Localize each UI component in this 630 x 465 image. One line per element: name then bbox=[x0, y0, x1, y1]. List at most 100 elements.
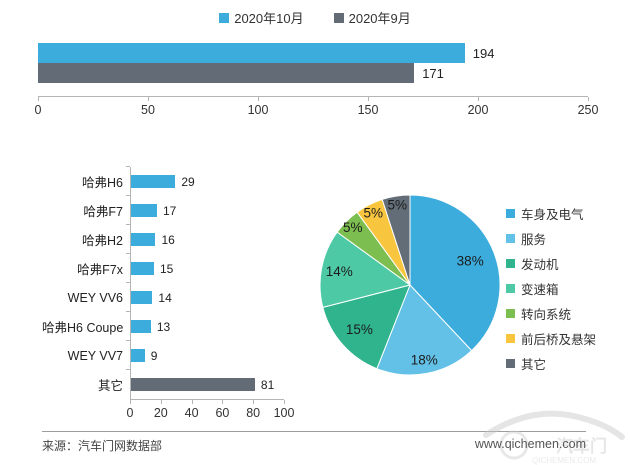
axis-tick bbox=[38, 97, 39, 101]
pie-slice bbox=[381, 194, 411, 286]
bar-value-label: 81 bbox=[260, 377, 275, 392]
bar-row: 其它 81 bbox=[42, 369, 284, 399]
axis-tick bbox=[368, 97, 369, 101]
bar-row: 171 bbox=[38, 63, 588, 83]
bar bbox=[131, 349, 145, 362]
bar bbox=[38, 63, 415, 83]
bar-zone: 81 bbox=[126, 369, 284, 399]
axis-tick bbox=[258, 97, 259, 101]
bar-zone: 13 bbox=[126, 311, 284, 341]
watermark-subtext: QICHEMEN.COM bbox=[532, 456, 596, 465]
category-label: WEY VV7 bbox=[67, 348, 123, 363]
bar-zone: 15 bbox=[126, 253, 284, 283]
legend-label: 转向系统 bbox=[521, 308, 572, 322]
axis-tick-label: 200 bbox=[467, 103, 489, 117]
bar-row: 哈弗H6 29 bbox=[42, 166, 284, 196]
monthly-bar-chart: 194 171 bbox=[38, 43, 588, 83]
category-label: 哈弗F7x bbox=[77, 263, 123, 277]
watermark-emblem-circle bbox=[499, 430, 529, 460]
bar bbox=[131, 262, 154, 275]
bar-value-label: 15 bbox=[159, 261, 174, 276]
category-label: 哈弗H6 bbox=[82, 176, 123, 190]
fault-category-pie-chart: 38%18%15%14%5%5%5% bbox=[319, 194, 501, 376]
legend-swatch bbox=[506, 259, 515, 268]
legend-item: 服务 bbox=[506, 226, 596, 251]
bar bbox=[38, 43, 465, 63]
pie-slice-label: 15% bbox=[346, 322, 373, 337]
axis-tick-label: 0 bbox=[34, 103, 42, 117]
pie-slice bbox=[409, 194, 501, 352]
bar-row: 哈弗F7 17 bbox=[42, 195, 284, 225]
bar-zone: 17 bbox=[126, 195, 284, 225]
pie-legend: 车身及电气 服务 发动机 变速箱 转向系统 前后桥及悬架 其它 bbox=[506, 201, 596, 376]
category-label: 哈弗H2 bbox=[82, 234, 123, 248]
axis-tick-label: 20 bbox=[153, 406, 168, 420]
category-label: 哈弗H6 Coupe bbox=[42, 321, 124, 335]
bar-zone: 16 bbox=[126, 224, 284, 254]
axis-tick bbox=[588, 97, 589, 101]
bar bbox=[131, 175, 176, 188]
bar-row: 194 bbox=[38, 43, 588, 63]
legend-swatch bbox=[506, 309, 515, 318]
bar-zone: 14 bbox=[126, 282, 284, 312]
axis-tick-label: 100 bbox=[247, 103, 269, 117]
legend-swatch bbox=[219, 12, 230, 23]
legend-swatch bbox=[506, 334, 515, 343]
legend-item: 发动机 bbox=[506, 251, 596, 276]
axis-tick-label: 250 bbox=[577, 103, 599, 117]
axis-tick-label: 100 bbox=[273, 406, 295, 420]
bar bbox=[131, 320, 151, 333]
axis-tick bbox=[130, 400, 131, 404]
legend-item: 2020年10月 bbox=[219, 8, 304, 27]
bar-row: 哈弗H2 16 bbox=[42, 224, 284, 254]
bar-zone: 29 bbox=[126, 166, 284, 196]
legend-item: 前后桥及悬架 bbox=[506, 326, 596, 351]
legend-label: 前后桥及悬架 bbox=[521, 333, 597, 347]
bar bbox=[131, 291, 153, 304]
axis-tick-label: 80 bbox=[246, 406, 261, 420]
legend-swatch bbox=[333, 12, 344, 23]
legend-label: 2020年9月 bbox=[348, 11, 411, 26]
bar-value-label: 14 bbox=[158, 290, 172, 305]
axis-tick-label: 50 bbox=[141, 103, 155, 117]
legend-swatch bbox=[506, 209, 515, 218]
pie-slice-label: 5% bbox=[388, 198, 408, 213]
axis-tick bbox=[222, 400, 224, 404]
pie-slice-label: 5% bbox=[363, 205, 383, 220]
bar-value-label: 16 bbox=[161, 232, 175, 247]
pie-slice-label: 38% bbox=[457, 254, 484, 269]
legend-swatch bbox=[506, 359, 515, 368]
source-note: 来源：汽车门网数据部 bbox=[42, 439, 163, 453]
bar-value-label: 29 bbox=[181, 174, 195, 189]
axis-tick-label: 60 bbox=[215, 406, 230, 420]
axis-tick bbox=[160, 400, 162, 404]
bar-value-label: 17 bbox=[163, 203, 177, 218]
bar-row: WEY VV6 14 bbox=[42, 282, 284, 312]
pie-slice bbox=[319, 231, 412, 308]
legend-label: 服务 bbox=[521, 233, 547, 247]
legend-item: 转向系统 bbox=[506, 301, 596, 326]
top-chart-legend: 2020年10月 2020年9月 bbox=[0, 8, 630, 27]
monthly-chart-x-axis: 0 50 100 150 200 250 bbox=[34, 96, 598, 117]
pie-slice-label: 14% bbox=[326, 264, 353, 279]
legend-item: 2020年9月 bbox=[333, 8, 411, 27]
bar-row: WEY VV7 9 bbox=[42, 340, 284, 370]
legend-label: 发动机 bbox=[521, 258, 559, 272]
legend-swatch bbox=[506, 284, 515, 293]
category-label: WEY VV6 bbox=[67, 290, 123, 305]
site-url: www.qichemen.com bbox=[474, 437, 586, 451]
bar-value-label: 13 bbox=[156, 319, 171, 334]
legend-label: 车身及电气 bbox=[521, 208, 584, 222]
model-chart-x-axis: 0 20 40 60 80 100 bbox=[126, 399, 294, 420]
bar bbox=[131, 233, 156, 246]
axis-tick bbox=[148, 97, 149, 101]
axis-tick-label: 0 bbox=[126, 406, 134, 420]
watermark-car-swoosh bbox=[483, 410, 625, 440]
qichemen-watermark-logo: 汽车门 QICHEMEN.COM bbox=[483, 410, 625, 465]
pie-slice-label: 5% bbox=[343, 220, 363, 235]
legend-label: 其它 bbox=[521, 358, 547, 372]
bar-value-label: 9 bbox=[150, 348, 158, 363]
pie-slice bbox=[376, 284, 473, 376]
axis-tick-label: 150 bbox=[357, 103, 379, 117]
